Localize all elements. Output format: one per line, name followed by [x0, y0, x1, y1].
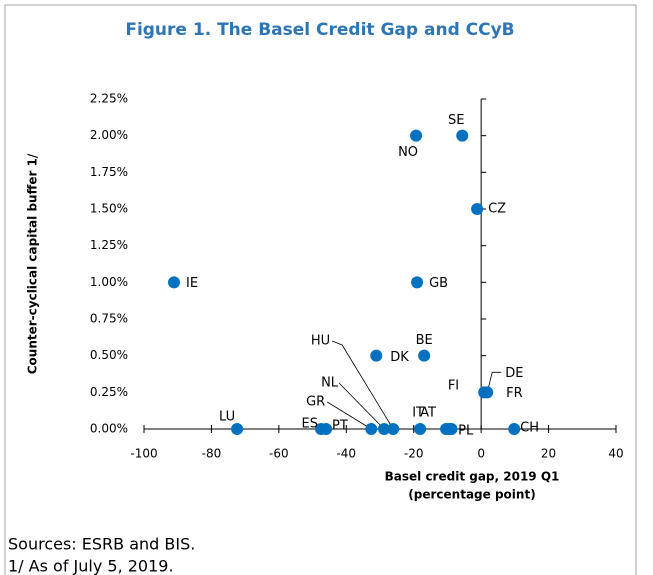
- point: [411, 276, 424, 289]
- point: [168, 276, 181, 289]
- point: [410, 129, 423, 142]
- leader-line: [486, 371, 502, 393]
- point-label: SE: [448, 113, 464, 128]
- point-label: DK: [390, 350, 409, 365]
- x-tick-label: 0: [477, 447, 485, 461]
- point-label: GR: [306, 395, 325, 410]
- leader-line: [327, 401, 372, 430]
- y-tick-label: 0.00%: [90, 422, 128, 436]
- footnote: 1/ As of July 5, 2019.: [8, 557, 174, 575]
- point-label: NL: [321, 376, 339, 391]
- leader-line: [332, 340, 394, 430]
- y-tick-label: 0.75%: [90, 312, 128, 326]
- point-label: PL: [458, 424, 474, 439]
- point-label: IE: [186, 276, 198, 291]
- point-label: LU: [219, 410, 235, 425]
- point: [456, 129, 469, 142]
- y-axis-label: Counter-cyclical capital buffer 1/: [26, 153, 40, 374]
- point: [414, 423, 427, 435]
- point: [370, 349, 383, 362]
- point: [471, 203, 484, 215]
- x-tick-label: 20: [541, 447, 556, 461]
- x-tick-label: -20: [404, 447, 424, 461]
- y-tick-label: 1.50%: [90, 202, 128, 216]
- point: [320, 423, 333, 435]
- point-label: PT: [332, 419, 348, 434]
- x-tick-label: -60: [269, 447, 289, 461]
- point-label: GB: [429, 276, 448, 291]
- y-tick-label: 0.50%: [90, 348, 128, 362]
- point: [231, 423, 244, 435]
- point: [443, 423, 456, 435]
- point-label: FI: [448, 379, 459, 394]
- x-axis-label: Basel credit gap, 2019 Q1: [385, 470, 560, 484]
- y-tick-label: 0.25%: [90, 385, 128, 399]
- y-tick-label: 1.75%: [90, 165, 128, 179]
- point-label: IT: [412, 406, 424, 421]
- leader-line: [338, 382, 385, 430]
- x-tick-label: -80: [202, 447, 222, 461]
- point: [365, 423, 378, 435]
- y-tick-label: 1.25%: [90, 238, 128, 252]
- chart-title: Figure 1. The Basel Credit Gap and CCyB: [125, 20, 514, 40]
- point: [378, 423, 391, 435]
- y-tick-label: 2.00%: [90, 128, 128, 142]
- point-label: BE: [416, 333, 433, 348]
- point: [508, 423, 521, 435]
- point: [418, 349, 431, 362]
- point-label: NO: [398, 145, 418, 160]
- y-tick-label: 1.00%: [90, 275, 128, 289]
- point: [387, 423, 400, 435]
- point-label: HU: [311, 334, 330, 349]
- x-tick-label: -40: [336, 447, 356, 461]
- x-axis-label: (percentage point): [408, 488, 535, 502]
- frame: [4, 4, 637, 575]
- point-label: CZ: [488, 202, 506, 217]
- x-tick-label: 40: [608, 447, 623, 461]
- point-label: CH: [520, 421, 539, 436]
- source-note: Sources: ESRB and BIS.: [8, 535, 195, 554]
- point-label: FR: [506, 386, 523, 401]
- point: [478, 386, 491, 399]
- x-tick-label: -100: [130, 447, 157, 461]
- point-label: AT: [420, 406, 436, 421]
- y-tick-label: 2.25%: [90, 92, 128, 106]
- point-label: ES: [302, 417, 318, 432]
- point-label: DE: [505, 366, 523, 381]
